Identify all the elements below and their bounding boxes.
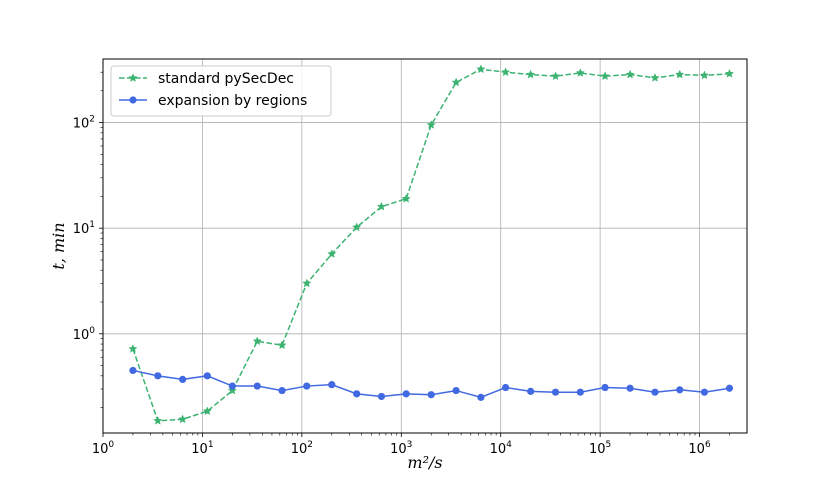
data-point <box>401 193 411 203</box>
data-point <box>601 383 609 392</box>
y-tick-label: 101 <box>73 220 95 237</box>
data-point <box>377 392 386 401</box>
data-point <box>575 68 585 77</box>
data-point <box>353 390 361 398</box>
data-point <box>427 391 435 399</box>
x-axis-label: m²/s <box>407 453 442 472</box>
data-point <box>625 69 635 79</box>
data-point <box>699 70 710 80</box>
data-point <box>228 382 236 390</box>
x-tick-label: 104 <box>490 440 513 457</box>
legend-marker <box>129 96 137 104</box>
data-point <box>352 222 362 232</box>
x-tick-label: 100 <box>92 440 115 457</box>
data-point <box>327 249 337 258</box>
plot-frame <box>102 58 748 434</box>
x-tick-label: 106 <box>688 440 711 457</box>
data-point <box>402 390 410 398</box>
data-point <box>277 340 287 350</box>
y-tick-label: 100 <box>73 326 96 343</box>
data-point <box>227 385 237 395</box>
data-point <box>626 384 634 392</box>
data-point <box>129 366 137 375</box>
data-point <box>154 372 162 380</box>
data-point <box>500 67 511 77</box>
data-point <box>502 383 510 392</box>
data-point <box>600 71 610 81</box>
data-point <box>551 388 560 396</box>
data-point <box>203 372 211 380</box>
series-2 <box>129 366 734 401</box>
data-point <box>700 388 709 396</box>
data-point <box>451 77 461 87</box>
data-point <box>328 381 336 389</box>
data-point <box>675 69 685 79</box>
data-point <box>650 73 660 82</box>
data-point <box>303 382 311 390</box>
y-tick-label: 102 <box>73 115 95 132</box>
data-point <box>128 344 138 353</box>
data-point <box>376 201 387 211</box>
data-point <box>725 384 734 392</box>
data-point <box>252 336 262 346</box>
legend-label: standard pySecDec <box>158 71 294 87</box>
data-point <box>452 386 460 395</box>
data-point <box>476 64 486 74</box>
data-point <box>724 68 735 78</box>
legend-marker <box>128 73 138 82</box>
data-point <box>550 71 561 81</box>
x-tick-label: 105 <box>589 440 611 457</box>
legend-item: expansion by regions <box>119 93 307 109</box>
data-point <box>177 414 188 424</box>
grid <box>103 59 747 433</box>
data-point <box>426 120 436 129</box>
data-point <box>526 69 536 79</box>
x-tick-label: 103 <box>390 440 412 457</box>
data-point <box>153 415 163 425</box>
data-point <box>576 388 584 396</box>
data-point <box>527 387 535 395</box>
series-layer <box>128 64 735 425</box>
data-point <box>651 388 659 396</box>
legend-item: standard pySecDec <box>119 71 294 87</box>
data-point <box>477 393 485 401</box>
legend-box <box>110 65 332 117</box>
ticks: 100 101 102 103 104 105 106 100 101 102 <box>73 71 730 457</box>
data-point <box>179 375 187 384</box>
x-tick-label: 102 <box>291 440 313 457</box>
series-1 <box>128 64 735 425</box>
legend: standard pySecDec expansion by regions <box>110 65 332 117</box>
x-tick-label: 101 <box>191 440 213 457</box>
data-point <box>253 382 261 390</box>
y-axis-label: t, min <box>49 222 68 269</box>
data-point <box>676 386 684 394</box>
data-point <box>302 278 312 288</box>
legend-label: expansion by regions <box>158 93 307 109</box>
data-point <box>202 406 212 416</box>
data-point <box>278 386 286 395</box>
